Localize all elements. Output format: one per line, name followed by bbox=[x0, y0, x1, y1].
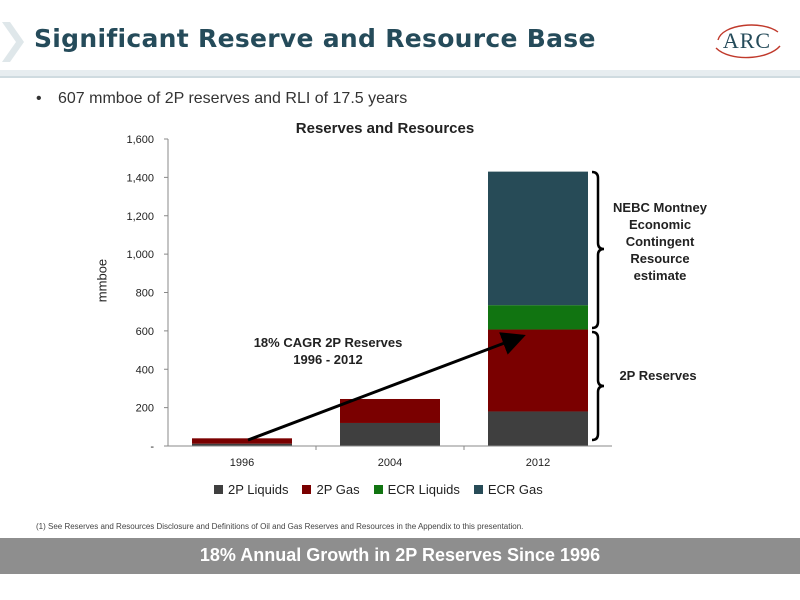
header-divider-line bbox=[0, 76, 800, 78]
bar-segment bbox=[340, 398, 440, 423]
y-tick-label: 1,000 bbox=[126, 249, 154, 261]
legend-swatch bbox=[373, 484, 383, 494]
header-divider bbox=[0, 70, 800, 76]
bullet-dot: • bbox=[36, 90, 42, 107]
bar-group bbox=[192, 171, 588, 446]
legend-item-2p-gas: 2P Gas bbox=[302, 481, 360, 497]
bar-segment bbox=[340, 422, 440, 446]
legend-label: 2P Gas bbox=[316, 481, 360, 497]
summary-bullet: • 607 mmboe of 2P reserves and RLI of 17.… bbox=[36, 90, 407, 108]
ecr-brace-label: NEBC Montney Economic Contingent Resourc… bbox=[613, 200, 707, 283]
2p-brace bbox=[591, 330, 605, 442]
y-tick-label: 1,600 bbox=[126, 134, 154, 146]
legend-swatch bbox=[302, 484, 312, 494]
banner-text: 18% Annual Growth in 2P Reserves Since 1… bbox=[199, 545, 601, 565]
legend-label: ECR Liquids bbox=[387, 481, 460, 497]
legend-label: 2P Liquids bbox=[228, 481, 289, 497]
y-tick-label: 1,200 bbox=[126, 211, 154, 223]
page-title: Significant Reserve and Resource Base bbox=[34, 24, 596, 53]
cagr-arrow bbox=[247, 332, 526, 442]
legend-item-2p-liquids: 2P Liquids bbox=[214, 481, 288, 497]
bar-segment bbox=[488, 171, 588, 306]
legend-item-ecr-liquids: ECR Liquids bbox=[373, 481, 460, 497]
bar-segment bbox=[192, 438, 292, 444]
y-tick-label: 400 bbox=[136, 364, 154, 376]
x-tick-label: 1996 bbox=[230, 457, 254, 469]
footnote: (1) See Reserves and Resources Disclosur… bbox=[36, 522, 524, 531]
y-axis: - 200 400 600 800 1,000 1,200 1,400 1,600 bbox=[126, 134, 169, 453]
legend-swatch bbox=[214, 484, 223, 494]
x-tick-label: 2012 bbox=[526, 457, 550, 469]
legend-label: ECR Gas bbox=[487, 481, 543, 497]
y-tick-label: 800 bbox=[136, 288, 154, 300]
2p-brace-label: 2P Reserves bbox=[619, 368, 697, 383]
legend-item-ecr-gas: ECR Gas bbox=[473, 481, 543, 497]
legend-swatch bbox=[473, 484, 483, 494]
y-tick-label: 1,400 bbox=[126, 172, 154, 184]
logo-text: ARC bbox=[722, 28, 772, 53]
bar-segment bbox=[192, 443, 292, 446]
y-tick-label: - bbox=[150, 441, 154, 453]
ecr-brace bbox=[591, 170, 605, 330]
y-tick-label: 200 bbox=[136, 403, 154, 415]
x-tick-label: 2004 bbox=[378, 457, 402, 469]
chart-title: Reserves and Resources bbox=[295, 120, 475, 137]
cagr-annotation: 18% CAGR 2P Reserves 1996 - 2012 bbox=[253, 335, 403, 367]
bar-segment bbox=[488, 329, 588, 412]
x-axis: 1996 2004 2012 bbox=[168, 445, 612, 469]
bar-segment bbox=[488, 305, 588, 330]
bar-segment bbox=[488, 411, 588, 446]
bottom-banner: 18% Annual Growth in 2P Reserves Since 1… bbox=[0, 538, 800, 574]
y-tick-label: 600 bbox=[136, 326, 154, 338]
summary-text: 607 mmboe of 2P reserves and RLI of 17.5… bbox=[58, 90, 408, 107]
arc-logo: ARC bbox=[712, 18, 782, 62]
chevron-icon bbox=[2, 22, 24, 62]
chart-legend: 2P Liquids 2P Gas ECR Liquids ECR Gas bbox=[214, 481, 543, 497]
